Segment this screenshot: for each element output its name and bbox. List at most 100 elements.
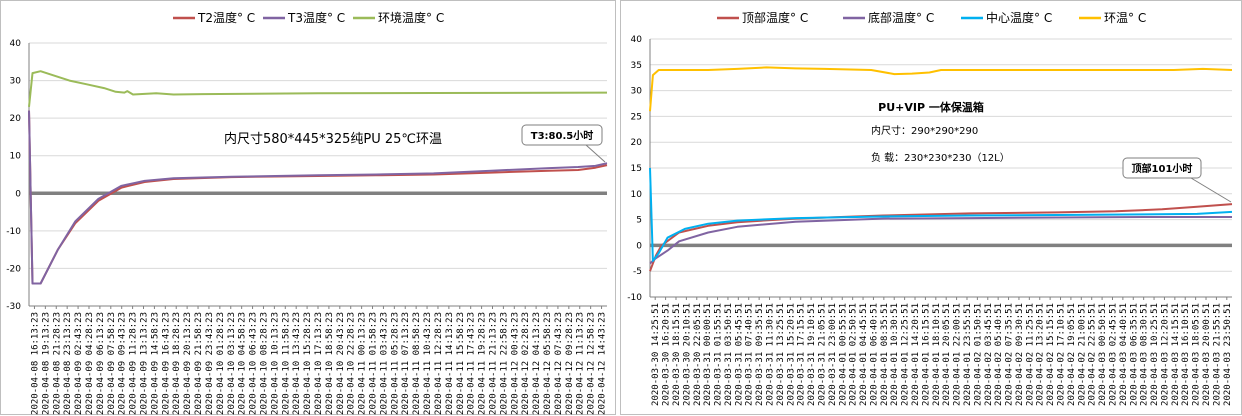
- x-tick-label: 2020-04-08 16:13:23: [30, 312, 40, 415]
- x-tick-label: 2020-04-01 22:00:51: [953, 303, 963, 406]
- x-tick-label: 2020-04-02 21:00:51: [1077, 303, 1087, 406]
- x-tick-label: 2020-03-31 07:40:51: [745, 303, 755, 406]
- callout-box: [521, 124, 603, 146]
- x-tick-label: 2020-04-08 21:28:23: [52, 312, 62, 415]
- x-tick-label: 2020-03-30 20:10:51: [682, 303, 692, 406]
- y-tick-label: -30: [6, 302, 21, 312]
- x-tick-label: 2020-03-30 16:20:51: [662, 303, 672, 406]
- x-tick-label: 2020-04-03 12:20:51: [1160, 303, 1170, 406]
- x-tick-label: 2020-04-09 11:28:23: [129, 312, 139, 415]
- x-tick-label: 2020-04-01 20:05:51: [942, 303, 952, 406]
- chart-panel-left: -30 -20 -10 0 10 20 30 40 2020-04-08 16:13:23 202…: [0, 0, 616, 415]
- x-tick-label: 2020-04-12 14:43:23: [598, 312, 608, 415]
- x-tick-label: 2020-03-31 11:30:51: [766, 303, 776, 406]
- x-tick-label: 2020-04-10 15:28:23: [303, 312, 313, 415]
- annotation-line2: 负 载：230*230*230（12L）: [871, 151, 1010, 164]
- x-tick-label: 2020-04-11 15:58:23: [456, 312, 466, 415]
- legend-label-3: 环温° C: [1104, 11, 1146, 25]
- x-tick-label: 2020-04-09 14:58:23: [150, 312, 160, 415]
- x-tick-label: 2020-04-10 13:43:23: [292, 312, 302, 415]
- y-tick-label: 5: [636, 216, 642, 226]
- y-tick-label: 25: [631, 112, 642, 122]
- x-tick-label: 2020-04-12 11:13:23: [576, 312, 586, 415]
- x-tick-label: 2020-04-08 23:13:23: [63, 312, 73, 415]
- x-tick-label: 2020-04-01 00:55:51: [838, 303, 848, 406]
- x-tick-label: 2020-03-30 22:05:51: [693, 303, 703, 406]
- x-tick-label: 2020-03-31 13:25:51: [776, 303, 786, 406]
- x-tick-label: 2020-04-02 09:30:51: [1015, 303, 1025, 406]
- x-tick-label: 2020-04-10 17:13:23: [314, 312, 324, 415]
- series-line-1: [649, 216, 1232, 265]
- x-tick-label: 2020-04-12 09:28:23: [565, 312, 575, 415]
- x-tick-label: 2020-04-12 00:43:23: [510, 312, 520, 415]
- x-tick-label: 2020-04-09 23:43:23: [205, 312, 215, 415]
- x-tick-label: 2020-04-11 21:13:23: [488, 312, 498, 415]
- x-tick-label: 2020-04-09 21:58:23: [194, 312, 204, 415]
- series-line-3: [649, 66, 1233, 112]
- series-line-2: [28, 70, 608, 108]
- x-tick-label: 2020-03-31 17:15:51: [797, 303, 807, 406]
- series-line-2: [649, 167, 1233, 262]
- x-tick-label: 2020-04-11 17:43:23: [467, 312, 477, 415]
- x-tick-label: 2020-04-03 10:25:51: [1150, 303, 1160, 406]
- x-tick-label: 2020-04-09 02:43:23: [74, 312, 84, 415]
- x-tick-label: 2020-04-02 19:05:51: [1067, 303, 1077, 406]
- x-tick-label: 2020-04-03 23:50:51: [1223, 303, 1233, 406]
- x-tick-label: 2020-04-03 08:30:51: [1140, 303, 1150, 406]
- x-tick-label: 2020-04-03 18:05:51: [1192, 303, 1202, 406]
- x-tick-label: 2020-04-12 02:28:23: [521, 312, 531, 415]
- y-tick-label: 20: [631, 138, 643, 148]
- legend-label-2: 环境温度° C: [378, 10, 444, 25]
- x-tick-label: 2020-03-31 09:35:51: [755, 303, 765, 406]
- x-tick-label: 2020-04-09 04:28:23: [85, 312, 95, 415]
- y-tick-label: 10: [10, 152, 22, 162]
- x-tick-label: 2020-03-31 19:10:51: [807, 303, 817, 406]
- x-tick-label: 2020-04-12 12:58:23: [587, 312, 597, 415]
- legend-label-0: 顶部温度° C: [742, 10, 808, 25]
- y-tick-label: -20: [6, 264, 21, 274]
- x-tick-label: 2020-04-09 06:13:23: [96, 312, 106, 415]
- y-tick-label: 15: [631, 164, 642, 174]
- x-tick-label: 2020-04-10 18:58:23: [325, 312, 335, 415]
- x-tick-label: 2020-04-03 06:35:51: [1129, 303, 1139, 406]
- y-tick-label: 10: [631, 190, 643, 200]
- x-tick-label: 2020-04-10 06:43:23: [249, 312, 259, 415]
- x-tick-label: 2020-04-09 18:28:23: [172, 312, 182, 415]
- y-tick-label: 0: [15, 189, 21, 199]
- x-tick-label: 2020-04-01 02:50:51: [849, 303, 859, 406]
- x-tick-label: 2020-04-11 07:13:23: [401, 312, 411, 415]
- x-tick-label: 2020-04-08 19:13:23: [41, 312, 51, 415]
- x-tick-label: 2020-04-11 12:28:23: [434, 312, 444, 415]
- x-tick-label: 2020-04-09 07:58:23: [107, 312, 117, 415]
- x-tick-label: 2020-04-11 01:58:23: [369, 312, 379, 415]
- x-tick-label: 2020-03-31 03:50:51: [724, 303, 734, 406]
- y-tick-label: 30: [631, 87, 643, 97]
- x-tick-label: 2020-04-12 04:13:23: [532, 312, 542, 415]
- y-tick-label: -10: [627, 293, 642, 303]
- x-tick-label: 2020-03-31 01:55:51: [714, 303, 724, 406]
- y-tick-label: 30: [10, 77, 22, 87]
- x-tick-label: 2020-04-11 14:13:23: [445, 312, 455, 415]
- x-tick-label: 2020-04-11 19:28:23: [478, 312, 488, 415]
- x-tick-label: 2020-04-11 08:58:23: [412, 312, 422, 415]
- x-tick-label: 2020-04-02 15:15:51: [1046, 303, 1056, 406]
- y-tick-label: -10: [6, 227, 21, 237]
- chart-panel-right: -10 -5 0 5 10 15 20 25 30 35 40 2020-03-30 14:25:51…: [620, 0, 1242, 415]
- x-tick-label: 2020-03-31 21:05:51: [817, 303, 827, 406]
- x-tick-label: 2020-04-09 20:13:23: [183, 312, 193, 415]
- x-tick-label: 2020-03-30 18:15:51: [672, 303, 682, 406]
- x-tick-label: 2020-04-11 03:43:23: [379, 312, 389, 415]
- x-tick-label: 2020-03-31 00:00:51: [703, 303, 713, 406]
- annotation-text: 内尺寸580*445*325纯PU 25℃环温: [224, 131, 442, 147]
- x-tick-label: 2020-04-01 23:55:51: [963, 303, 973, 406]
- x-tick-label: 2020-04-01 06:40:51: [869, 303, 879, 406]
- x-tick-label: 2020-04-02 22:55:51: [1088, 303, 1098, 406]
- x-tick-label: 2020-04-11 22:58:23: [499, 312, 509, 415]
- x-tick-label: 2020-03-31 23:00:51: [828, 303, 838, 406]
- x-tick-label: 2020-04-10 03:13:23: [227, 312, 237, 415]
- x-tick-label: 2020-04-03 02:45:51: [1108, 303, 1118, 406]
- legend-label-0: T2温度° C: [197, 10, 255, 25]
- x-tick-label: 2020-04-09 16:43:23: [161, 312, 171, 415]
- x-tick-label: 2020-04-02 01:50:51: [973, 303, 983, 406]
- x-tick-label: 2020-04-02 05:40:51: [994, 303, 1004, 406]
